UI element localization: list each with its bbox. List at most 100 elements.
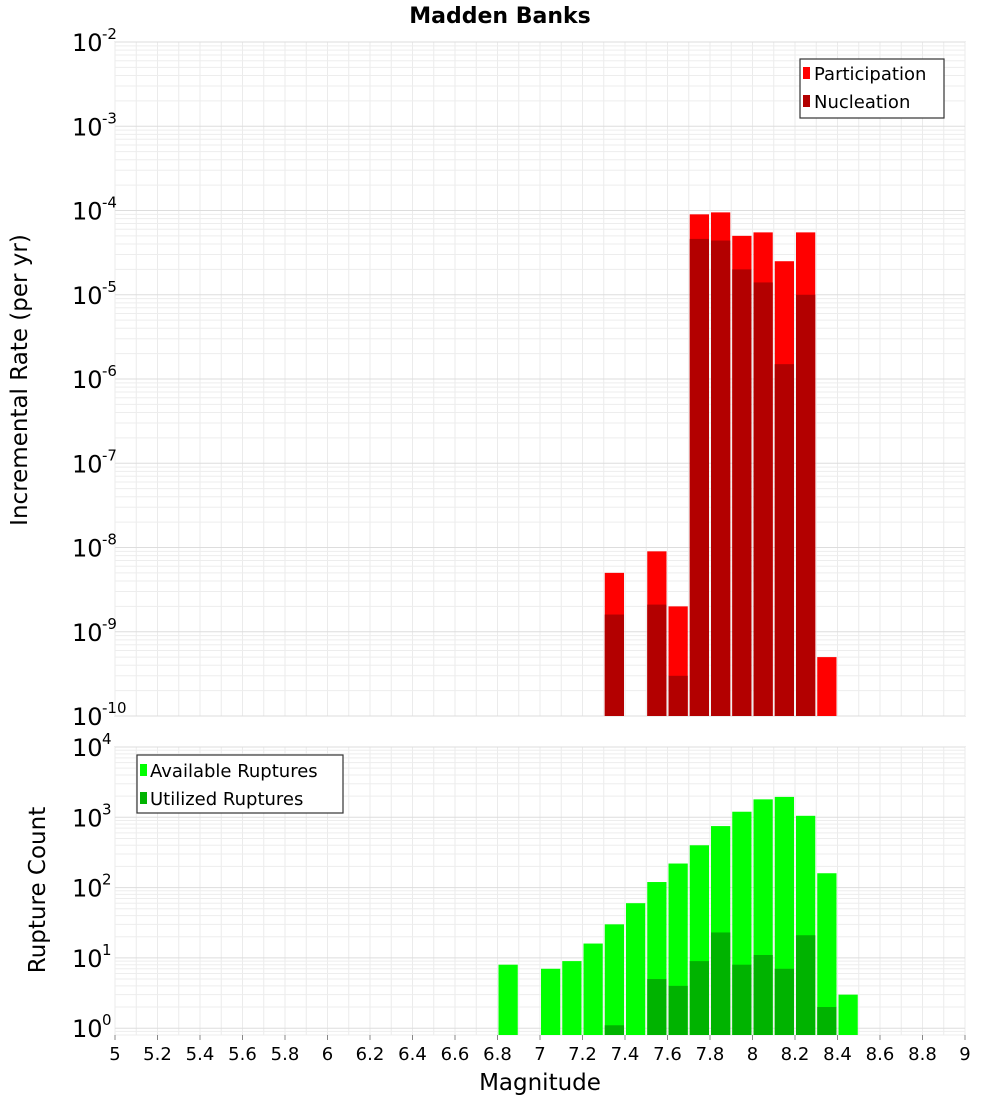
rate-primary-bar [817, 657, 837, 716]
count-primary-bar [498, 964, 518, 1035]
count-legend: Available Ruptures Utilized Ruptures [136, 754, 344, 814]
y-tick-exponent: -10 [102, 699, 127, 717]
rate-y-tick-label: 10 -9 [72, 615, 117, 647]
x-tick-label: 6.2 [356, 1044, 385, 1065]
rate-y-tick-label: 10 -10 [72, 699, 127, 731]
count-bars [498, 796, 858, 1035]
rate-secondary-bar [647, 604, 667, 716]
rate-secondary-bar [796, 294, 816, 716]
x-tick-label: 6 [322, 1044, 333, 1065]
rate-secondary-bar [604, 614, 624, 716]
count-y-tick-label: 10 4 [72, 730, 112, 762]
y-tick-base: 10 [72, 1015, 103, 1043]
x-tick-label: 7.8 [696, 1044, 725, 1065]
y-tick-base: 10 [72, 619, 103, 647]
count-secondary-bar [753, 954, 773, 1035]
y-tick-exponent: -8 [102, 531, 117, 549]
rate-y-axis-label: Incremental Rate (per yr) [7, 234, 33, 526]
rate-secondary-bar [753, 282, 773, 716]
count-primary-bar [626, 903, 646, 1035]
y-tick-base: 10 [72, 113, 103, 141]
count-secondary-bar [647, 979, 667, 1035]
count-y-tick-label: 10 0 [72, 1011, 112, 1043]
count-primary-bar [817, 873, 837, 1035]
participation-legend-label: Participation [814, 64, 926, 85]
count-y-axis-label: Rupture Count [25, 807, 51, 973]
count-legend-box [136, 754, 344, 814]
x-tick-label: 7 [534, 1044, 545, 1065]
y-tick-exponent: 4 [102, 730, 112, 748]
y-tick-base: 10 [72, 703, 103, 731]
available-legend-label: Available Ruptures [150, 761, 318, 782]
count-secondary-bar [668, 985, 688, 1035]
y-tick-exponent: -6 [102, 362, 117, 380]
count-y-tick-label: 10 1 [72, 941, 112, 973]
y-tick-base: 10 [72, 198, 103, 226]
y-tick-exponent: -9 [102, 615, 117, 633]
x-tick-label: 8 [747, 1044, 758, 1065]
x-tick-label: 5 [109, 1044, 120, 1065]
rate-y-tick-label: 10 -4 [72, 194, 117, 226]
y-tick-exponent: 3 [102, 800, 112, 818]
y-tick-base: 10 [72, 366, 103, 394]
x-tick-label: 6.6 [441, 1044, 470, 1065]
rate-gridlines [114, 41, 966, 717]
y-tick-exponent: 0 [102, 1011, 112, 1029]
count-y-tick-label: 10 2 [72, 871, 112, 903]
y-tick-exponent: 1 [102, 941, 112, 959]
rate-y-tick-label: 10 -6 [72, 362, 117, 394]
utilized-legend-swatch [140, 792, 147, 804]
rate-secondary-bar [732, 269, 752, 716]
y-tick-base: 10 [72, 450, 103, 478]
y-tick-exponent: -3 [102, 109, 117, 127]
y-tick-exponent: 2 [102, 871, 112, 889]
x-tick-label: 9 [959, 1044, 970, 1065]
nucleation-legend-swatch [803, 95, 810, 107]
x-tick-label: 6.8 [483, 1044, 512, 1065]
x-tick-label: 8.8 [908, 1044, 937, 1065]
count-secondary-bar [689, 961, 709, 1035]
y-tick-exponent: -5 [102, 278, 117, 296]
rate-y-tick-label: 10 -8 [72, 531, 117, 563]
count-secondary-bar [732, 964, 752, 1035]
rate-y-tick-label: 10 -3 [72, 109, 117, 141]
y-tick-base: 10 [72, 29, 103, 57]
x-tick-label: 8.4 [823, 1044, 852, 1065]
y-tick-base: 10 [72, 875, 103, 903]
x-tick-label: 7.4 [611, 1044, 640, 1065]
x-tick-label: 5.8 [271, 1044, 300, 1065]
chart-title: Madden Banks [409, 4, 590, 29]
rate-bars [604, 212, 837, 717]
count-primary-bar [604, 924, 624, 1035]
count-primary-bar [541, 968, 561, 1035]
x-tick-label: 5.2 [143, 1044, 172, 1065]
count-secondary-bar [817, 1007, 837, 1035]
x-tick-label: 7.2 [568, 1044, 597, 1065]
available-legend-swatch [140, 764, 147, 776]
count-y-tick-label: 10 3 [72, 800, 112, 832]
rate-secondary-bar [711, 240, 731, 716]
y-tick-base: 10 [72, 804, 103, 832]
x-axis-label: Magnitude [479, 1070, 601, 1096]
rate-legend: Participation Nucleation [799, 58, 945, 119]
x-tick-label: 7.6 [653, 1044, 682, 1065]
nucleation-legend-label: Nucleation [814, 92, 910, 113]
y-tick-base: 10 [72, 734, 103, 762]
x-tick-label: 8.2 [781, 1044, 810, 1065]
y-tick-exponent: -4 [102, 194, 117, 212]
y-tick-base: 10 [72, 945, 103, 973]
count-secondary-bar [796, 935, 816, 1035]
participation-legend-swatch [803, 67, 810, 79]
magnitude-x-ticks: 5 5.2 5.4 5.6 5.8 6 6.2 6.4 6.6 6.8 7 7.2 7.4 7.6 7.8 8… [109, 1035, 971, 1065]
rate-secondary-bar [774, 364, 794, 716]
rate-y-tick-label: 10 -5 [72, 278, 117, 310]
count-secondary-bar [604, 1025, 624, 1035]
rate-secondary-bar [668, 675, 688, 716]
count-primary-bar [562, 961, 582, 1035]
y-tick-exponent: -2 [102, 25, 117, 43]
